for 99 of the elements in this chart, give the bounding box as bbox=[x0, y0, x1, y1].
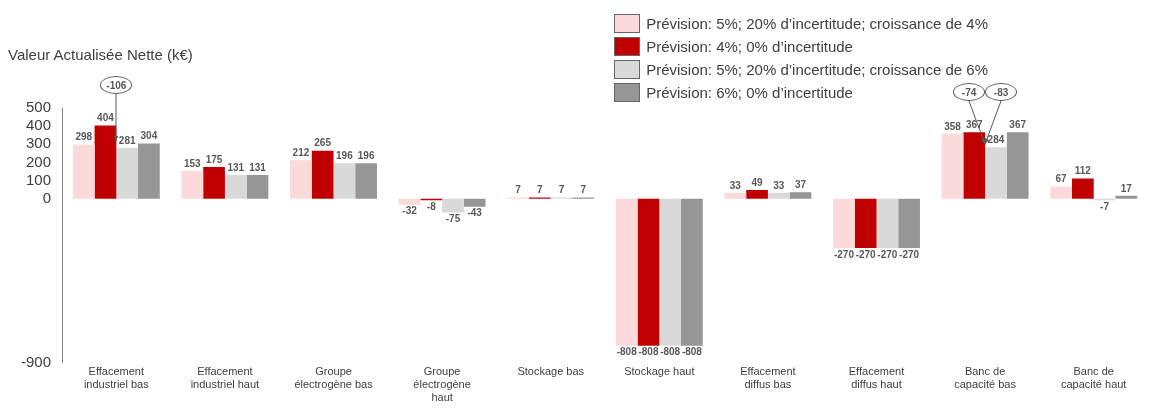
data-label: -8 bbox=[426, 201, 437, 213]
data-label: 131 bbox=[227, 161, 245, 173]
data-label: 131 bbox=[249, 161, 267, 173]
data-label: 367 bbox=[965, 118, 984, 130]
bar bbox=[985, 147, 1007, 199]
bar bbox=[659, 198, 682, 346]
bar bbox=[311, 150, 334, 199]
y-tick-label: 100 bbox=[25, 170, 52, 188]
bar bbox=[442, 198, 464, 213]
data-label: 404 bbox=[97, 112, 115, 124]
data-label: 67 bbox=[1055, 173, 1068, 185]
x-tick-label: Effacement diffus haut bbox=[848, 365, 905, 391]
y-axis-title: Valeur Actualisée Nette (k€) bbox=[8, 46, 193, 63]
annotation: -83 bbox=[993, 86, 1009, 98]
bar bbox=[116, 147, 139, 199]
bar bbox=[333, 163, 356, 199]
bar bbox=[203, 167, 225, 199]
bar bbox=[181, 171, 204, 199]
data-label: 7 bbox=[537, 184, 544, 196]
bar bbox=[1071, 178, 1094, 199]
data-label: -808 bbox=[681, 346, 703, 358]
x-tick-label: Groupe électrogène haut bbox=[413, 365, 471, 404]
x-tick-label: Effacement industriel bas bbox=[83, 365, 150, 391]
bar bbox=[72, 144, 95, 199]
data-label: 265 bbox=[314, 137, 332, 149]
bar bbox=[355, 163, 377, 199]
bar bbox=[246, 175, 269, 199]
x-tick-label: Groupe électrogène bas bbox=[294, 365, 374, 391]
data-label: 367 bbox=[1009, 118, 1027, 130]
bar bbox=[963, 132, 986, 199]
data-label: 196 bbox=[336, 149, 354, 161]
data-label: 284 bbox=[987, 134, 1005, 145]
bar bbox=[876, 198, 899, 248]
legend-label: Prévision: 5%; 20% d’incertitude; croissance de 4% bbox=[646, 15, 988, 32]
data-label: -75 bbox=[445, 213, 461, 225]
data-label: 7 bbox=[515, 184, 522, 196]
data-label: -808 bbox=[616, 346, 638, 358]
bar bbox=[789, 192, 812, 199]
data-label: 37 bbox=[794, 178, 807, 190]
data-label: -270 bbox=[855, 248, 877, 260]
data-label: 175 bbox=[205, 153, 223, 165]
bar bbox=[224, 175, 247, 199]
bar bbox=[398, 198, 421, 205]
x-tick-label: Banc de capacité haut bbox=[1060, 365, 1127, 391]
y-tick-label: 0 bbox=[42, 189, 52, 206]
data-label: 7 bbox=[580, 184, 587, 196]
bar bbox=[1006, 132, 1029, 199]
bar bbox=[854, 198, 877, 248]
data-label: 153 bbox=[184, 157, 202, 169]
data-label: 112 bbox=[1074, 165, 1092, 177]
bar bbox=[637, 198, 660, 346]
y-tick-label: 500 bbox=[25, 98, 52, 116]
data-label: -7 bbox=[1100, 200, 1110, 212]
x-tick-label: Stockage haut bbox=[624, 365, 695, 378]
bar bbox=[1050, 186, 1072, 199]
annotation: -74 bbox=[961, 86, 977, 98]
data-label: 281 bbox=[118, 134, 136, 146]
data-label: 212 bbox=[292, 147, 310, 159]
data-label: -808 bbox=[638, 346, 659, 358]
bar bbox=[615, 198, 638, 346]
x-tick-label: Effacement industriel haut bbox=[190, 365, 260, 391]
bar bbox=[941, 133, 964, 199]
x-tick-label: Effacement diffus bas bbox=[740, 365, 796, 391]
y-tick-label: 400 bbox=[25, 116, 52, 134]
data-label: -270 bbox=[833, 248, 855, 260]
data-label: 33 bbox=[729, 179, 742, 191]
x-tick-label: Stockage bas bbox=[517, 365, 585, 378]
data-label: -270 bbox=[899, 248, 920, 260]
bar bbox=[1115, 195, 1138, 199]
data-label: 196 bbox=[357, 149, 375, 161]
bar bbox=[898, 198, 920, 248]
legend-label: Prévision: 5%; 20% d’incertitude; croissance de 6% bbox=[646, 61, 988, 78]
bar bbox=[746, 189, 768, 199]
data-label: -43 bbox=[467, 207, 483, 219]
bar bbox=[724, 192, 747, 199]
y-tick-label: 200 bbox=[25, 152, 52, 170]
annotation: -106 bbox=[106, 79, 127, 91]
bar bbox=[94, 125, 117, 199]
bar bbox=[290, 160, 312, 199]
data-label: 49 bbox=[751, 176, 764, 188]
legend-label: Prévision: 6%; 0% d’incertitude bbox=[646, 84, 853, 101]
y-tick-label: -900 bbox=[20, 352, 52, 370]
data-label: -32 bbox=[402, 205, 418, 217]
data-label: 7 bbox=[558, 184, 565, 196]
bar bbox=[138, 143, 160, 199]
data-label: 17 bbox=[1120, 182, 1133, 194]
data-label: -808 bbox=[660, 346, 681, 358]
data-label: -270 bbox=[877, 248, 898, 260]
data-label: 33 bbox=[773, 179, 785, 191]
data-label: 358 bbox=[944, 120, 962, 132]
bar bbox=[463, 198, 486, 207]
x-tick-label: Banc de capacité bas bbox=[954, 365, 1017, 391]
bar bbox=[681, 198, 703, 346]
data-label: 298 bbox=[75, 131, 93, 143]
legend-label: Prévision: 4%; 0% d’incertitude bbox=[646, 38, 853, 55]
bar bbox=[767, 192, 790, 199]
data-label: 304 bbox=[140, 130, 158, 142]
bar bbox=[833, 198, 855, 248]
y-tick-label: 300 bbox=[25, 134, 52, 152]
